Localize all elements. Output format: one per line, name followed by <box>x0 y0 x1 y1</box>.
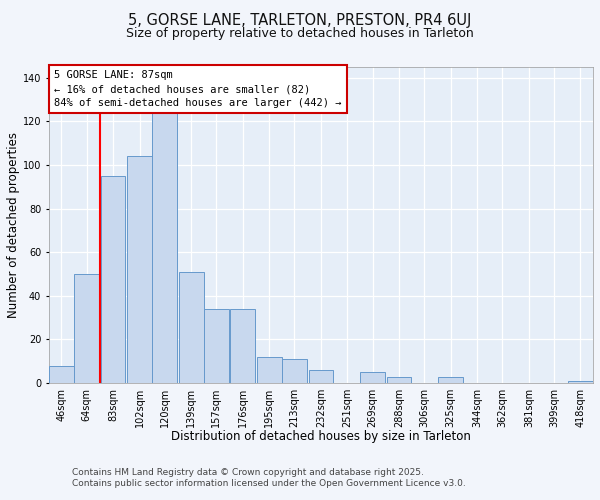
Text: 5, GORSE LANE, TARLETON, PRESTON, PR4 6UJ: 5, GORSE LANE, TARLETON, PRESTON, PR4 6U… <box>128 12 472 28</box>
Bar <box>101 176 125 383</box>
Bar <box>308 370 334 383</box>
X-axis label: Distribution of detached houses by size in Tarleton: Distribution of detached houses by size … <box>171 430 471 443</box>
Bar <box>568 381 593 383</box>
Bar <box>230 309 255 383</box>
Bar <box>387 376 412 383</box>
Bar <box>204 309 229 383</box>
Text: Size of property relative to detached houses in Tarleton: Size of property relative to detached ho… <box>126 28 474 40</box>
Bar <box>360 372 385 383</box>
Bar <box>439 376 463 383</box>
Bar <box>127 156 152 383</box>
Bar <box>49 366 74 383</box>
Text: Contains HM Land Registry data © Crown copyright and database right 2025.
Contai: Contains HM Land Registry data © Crown c… <box>72 468 466 487</box>
Bar <box>282 359 307 383</box>
Bar <box>179 272 203 383</box>
Bar <box>152 91 177 383</box>
Text: 5 GORSE LANE: 87sqm
← 16% of detached houses are smaller (82)
84% of semi-detach: 5 GORSE LANE: 87sqm ← 16% of detached ho… <box>55 70 342 108</box>
Bar <box>257 357 281 383</box>
Y-axis label: Number of detached properties: Number of detached properties <box>7 132 20 318</box>
Bar <box>74 274 99 383</box>
